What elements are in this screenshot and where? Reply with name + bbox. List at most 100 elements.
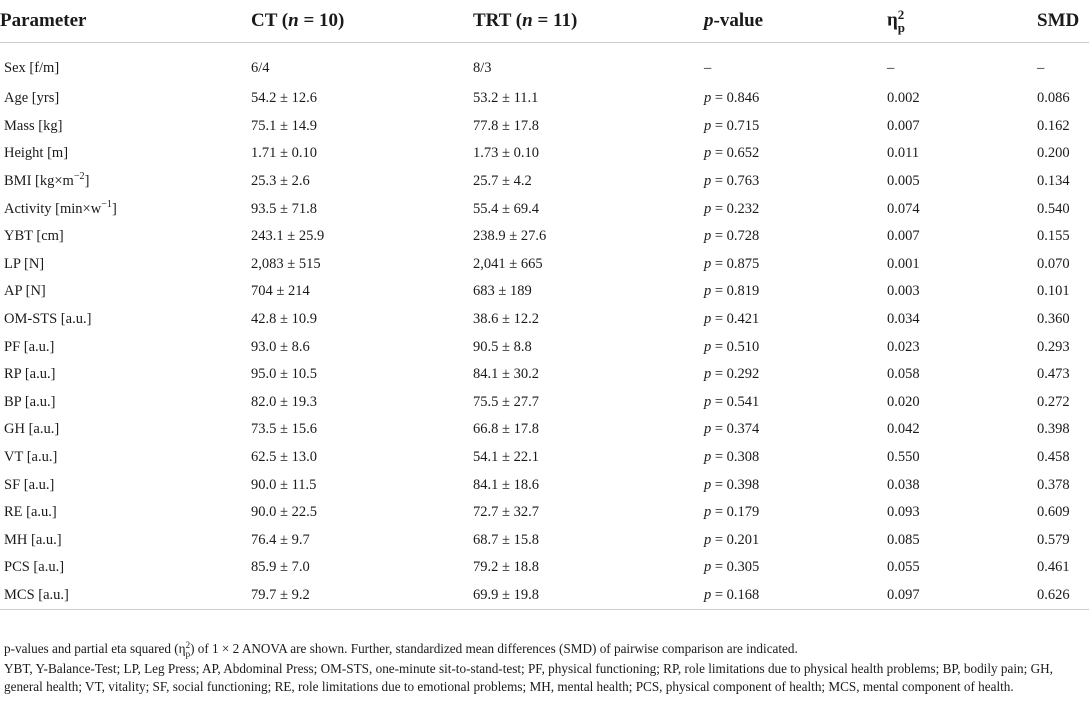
p-symbol: p xyxy=(704,117,712,134)
cell-ct: 90.0 ± 22.5 xyxy=(251,499,473,527)
cell-trt: 79.2 ± 18.8 xyxy=(473,554,704,582)
cell-trt: 66.8 ± 17.8 xyxy=(473,416,704,444)
cell-p-value-text: p = 0.652 xyxy=(704,145,760,162)
cell-p-value: p = 0.201 xyxy=(704,527,887,555)
cell-p-value: p = 0.510 xyxy=(704,333,887,361)
cell-smd-text: 0.378 xyxy=(1037,476,1070,493)
cell-ct-text: 62.5 ± 13.0 xyxy=(251,449,317,466)
cell-ct: 82.0 ± 19.3 xyxy=(251,389,473,417)
cell-parameter-text: Height [m] xyxy=(4,145,69,162)
cell-ct: 76.4 ± 9.7 xyxy=(251,527,473,555)
cell-eta-squared: 0.055 xyxy=(887,554,1037,582)
cell-trt: 69.9 ± 19.8 xyxy=(473,581,704,611)
table-row: BP [a.u.] 82.0 ± 19.3 75.5 ± 27.7 p = 0.541… xyxy=(0,389,1089,417)
cell-ct: 243.1 ± 25.9 xyxy=(251,223,473,251)
cell-parameter-text: BP [a.u.] xyxy=(4,393,56,410)
header-eta-sub: p xyxy=(897,20,906,35)
cell-smd: 0.086 xyxy=(1037,85,1089,113)
table-row: GH [a.u.] 73.5 ± 15.6 66.8 ± 17.8 p = 0.374… xyxy=(0,416,1089,444)
cell-ct-text: 79.7 ± 9.2 xyxy=(251,586,310,603)
cell-trt-text: 77.8 ± 17.8 xyxy=(473,117,539,134)
cell-parameter: RP [a.u.] xyxy=(0,361,251,389)
cell-p-value: p = 0.541 xyxy=(704,389,887,417)
cell-eta-squared-text: 0.007 xyxy=(887,228,920,245)
cell-ct-text: 54.2 ± 12.6 xyxy=(251,90,317,107)
p-symbol: p xyxy=(704,476,712,493)
cell-parameter-text: RE [a.u.] xyxy=(4,504,57,521)
cell-ct-text: 73.5 ± 15.6 xyxy=(251,421,317,438)
cell-smd-text: 0.458 xyxy=(1037,449,1070,466)
cell-eta-squared: 0.002 xyxy=(887,85,1037,113)
cell-trt-text: 683 ± 189 xyxy=(473,283,532,300)
cell-p-value-text: p = 0.763 xyxy=(704,173,760,190)
cell-p-value-text: p = 0.292 xyxy=(704,366,760,383)
cell-trt: 75.5 ± 27.7 xyxy=(473,389,704,417)
cell-smd: 0.134 xyxy=(1037,168,1089,196)
cell-parameter-text: AP [N] xyxy=(4,283,46,300)
cell-ct: 25.3 ± 2.6 xyxy=(251,168,473,196)
cell-smd: 0.272 xyxy=(1037,389,1089,417)
cell-ct-text: 90.0 ± 11.5 xyxy=(251,476,317,493)
cell-p-value: p = 0.305 xyxy=(704,554,887,582)
cell-trt-text: 84.1 ± 18.6 xyxy=(473,476,539,493)
cell-parameter-text: LP [N] xyxy=(4,255,45,272)
cell-ct: 93.0 ± 8.6 xyxy=(251,333,473,361)
cell-smd-text: 0.540 xyxy=(1037,200,1070,217)
cell-p-value: p = 0.421 xyxy=(704,306,887,334)
cell-parameter: VT [a.u.] xyxy=(0,444,251,472)
cell-smd: – xyxy=(1037,43,1089,86)
cell-trt: 238.9 ± 27.6 xyxy=(473,223,704,251)
cell-trt-text: 79.2 ± 18.8 xyxy=(473,559,539,576)
cell-eta-squared-text: 0.085 xyxy=(887,531,920,548)
cell-ct: 90.0 ± 11.5 xyxy=(251,471,473,499)
cell-trt-text: 69.9 ± 19.8 xyxy=(473,586,539,603)
cell-eta-squared-text: 0.011 xyxy=(887,145,920,162)
cell-smd-text: 0.626 xyxy=(1037,586,1070,603)
p-symbol: p xyxy=(704,531,712,548)
header-p-rest: -value xyxy=(713,10,764,31)
cell-smd: 0.200 xyxy=(1037,140,1089,168)
cell-p-value-text: p = 0.819 xyxy=(704,283,760,300)
cell-ct-text: 95.0 ± 10.5 xyxy=(251,366,317,383)
cell-p-value: p = 0.715 xyxy=(704,113,887,141)
cell-smd: 0.360 xyxy=(1037,306,1089,334)
header-eta-symbol: η xyxy=(887,9,898,31)
cell-smd: 0.609 xyxy=(1037,499,1089,527)
cell-trt: 38.6 ± 12.2 xyxy=(473,306,704,334)
table-row: AP [N] 704 ± 214 683 ± 189 p = 0.819 0.003 0.… xyxy=(0,278,1089,306)
cell-eta-squared-text: 0.001 xyxy=(887,255,920,272)
cell-ct-text: 1.71 ± 0.10 xyxy=(251,145,317,162)
cell-smd-text: 0.609 xyxy=(1037,504,1070,521)
header-trt-n: n xyxy=(522,10,533,31)
cell-p-value-text: p = 0.308 xyxy=(704,449,760,466)
cell-ct-text: 6/4 xyxy=(251,59,270,76)
p-symbol: p xyxy=(704,366,712,383)
cell-parameter: OM-STS [a.u.] xyxy=(0,306,251,334)
cell-smd: 0.155 xyxy=(1037,223,1089,251)
cell-p-value: p = 0.168 xyxy=(704,581,887,611)
cell-eta-squared: 0.097 xyxy=(887,581,1037,611)
p-symbol: p xyxy=(704,559,712,576)
p-symbol: p xyxy=(704,90,712,107)
cell-smd-text: 0.162 xyxy=(1037,117,1070,134)
cell-eta-squared: 0.005 xyxy=(887,168,1037,196)
cell-parameter-text: SF [a.u.] xyxy=(4,476,55,493)
cell-p-value-text: p = 0.875 xyxy=(704,255,760,272)
cell-smd: 0.461 xyxy=(1037,554,1089,582)
cell-eta-squared: 0.038 xyxy=(887,471,1037,499)
cell-trt: 2,041 ± 665 xyxy=(473,251,704,279)
table-row: VT [a.u.] 62.5 ± 13.0 54.1 ± 22.1 p = 0.308… xyxy=(0,444,1089,472)
header-trt-eq: = 11) xyxy=(532,10,578,31)
cell-parameter-unit-exponent: −2 xyxy=(73,171,85,183)
cell-smd-text: 0.398 xyxy=(1037,421,1070,438)
cell-ct-text: 76.4 ± 9.7 xyxy=(251,531,310,548)
cell-smd: 0.378 xyxy=(1037,471,1089,499)
cell-parameter: PCS [a.u.] xyxy=(0,554,251,582)
cell-parameter-text: PF [a.u.] xyxy=(4,338,55,355)
cell-eta-squared-text: 0.058 xyxy=(887,366,920,383)
table-row: OM-STS [a.u.] 42.8 ± 10.9 38.6 ± 12.2 p = 0… xyxy=(0,306,1089,334)
cell-trt-text: 72.7 ± 32.7 xyxy=(473,504,539,521)
cell-ct: 62.5 ± 13.0 xyxy=(251,444,473,472)
cell-smd: 0.540 xyxy=(1037,195,1089,223)
